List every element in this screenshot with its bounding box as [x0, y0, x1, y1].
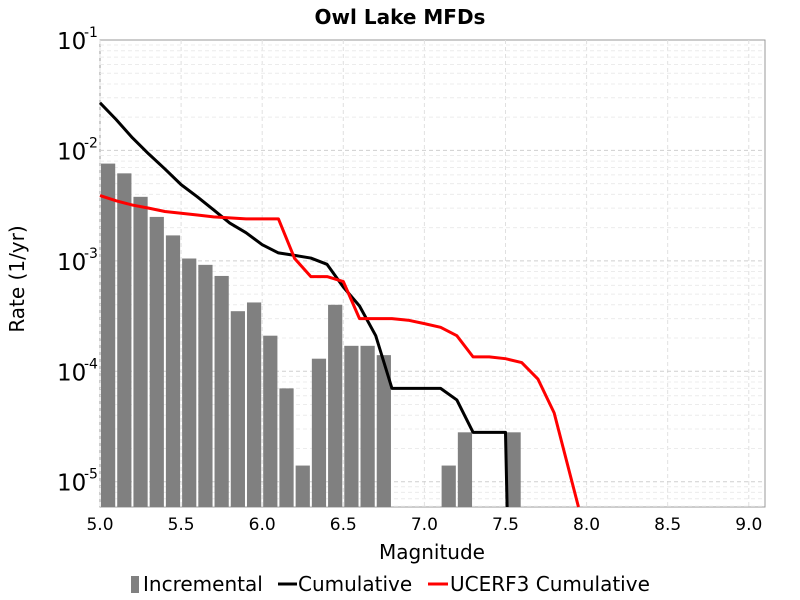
incremental-bar	[279, 388, 294, 507]
incremental-bar	[133, 196, 148, 507]
y-tick-base: 10	[57, 471, 86, 497]
y-tick-exponent: -4	[84, 356, 98, 372]
incremental-bar	[246, 302, 262, 507]
cumulative-line	[98, 101, 509, 508]
y-tick-base: 10	[57, 360, 86, 386]
incremental-bar	[165, 235, 181, 508]
x-tick-label: 9.0	[735, 515, 762, 535]
incremental-bar	[441, 465, 456, 507]
x-axis-label: Magnitude	[379, 540, 485, 564]
ucerf3-cumulative-line	[99, 194, 580, 508]
incremental-bar	[198, 264, 213, 507]
x-tick-label: 7.5	[492, 515, 519, 535]
incremental-bar	[295, 465, 310, 507]
x-tick-label: 5.0	[86, 515, 113, 535]
legend-label-ucerf3-cumulative: UCERF3 Cumulative	[450, 572, 650, 596]
legend-label-incremental: Incremental	[143, 572, 263, 596]
x-tick-label: 8.5	[654, 515, 681, 535]
x-tick-label: 6.5	[330, 515, 357, 535]
x-tick-label: 5.5	[168, 515, 195, 535]
y-tick-labels: 10-510-410-310-210-1	[57, 25, 98, 497]
y-tick-base: 10	[57, 29, 86, 55]
incremental-bar	[457, 432, 473, 507]
incremental-bar	[230, 311, 245, 507]
incremental-bar	[360, 345, 375, 507]
incremental-bar	[344, 345, 359, 507]
y-tick-exponent: -1	[84, 25, 98, 41]
y-tick-exponent: -3	[84, 246, 98, 262]
y-tick-label: 10-5	[57, 467, 98, 497]
incremental-bar	[263, 335, 278, 507]
x-tick-label: 8.0	[573, 515, 600, 535]
legend-label-cumulative: Cumulative	[298, 572, 412, 596]
x-tick-label: 6.0	[249, 515, 276, 535]
y-tick-base: 10	[57, 250, 86, 276]
y-axis-label: Rate (1/yr)	[5, 225, 29, 332]
cumulative-lines	[98, 101, 580, 508]
y-tick-label: 10-3	[57, 246, 98, 276]
legend-swatch-incremental	[131, 576, 139, 593]
incremental-bar	[328, 304, 343, 507]
legend: Incremental Cumulative UCERF3 Cumulative	[131, 572, 650, 596]
x-tick-label: 7.0	[411, 515, 438, 535]
incremental-bar	[311, 358, 327, 507]
incremental-bar	[117, 173, 132, 507]
incremental-bar	[506, 432, 521, 507]
y-tick-exponent: -2	[84, 135, 98, 151]
y-tick-label: 10-2	[57, 135, 98, 165]
grid	[99, 40, 765, 507]
incremental-bar	[101, 163, 116, 507]
incremental-bars	[101, 163, 521, 508]
y-tick-exponent: -5	[84, 467, 98, 483]
y-tick-base: 10	[57, 139, 86, 165]
chart-title: Owl Lake MFDs	[315, 5, 486, 29]
incremental-bar	[149, 216, 164, 508]
incremental-bar	[214, 275, 229, 507]
x-tick-labels: 5.0 5.5 6.0 6.5 7.0 7.5 8.0 8.5 9.0	[86, 515, 762, 535]
incremental-bar	[182, 258, 197, 507]
y-tick-label: 10-1	[57, 25, 98, 55]
incremental-bar	[376, 355, 391, 507]
y-tick-label: 10-4	[57, 356, 98, 386]
